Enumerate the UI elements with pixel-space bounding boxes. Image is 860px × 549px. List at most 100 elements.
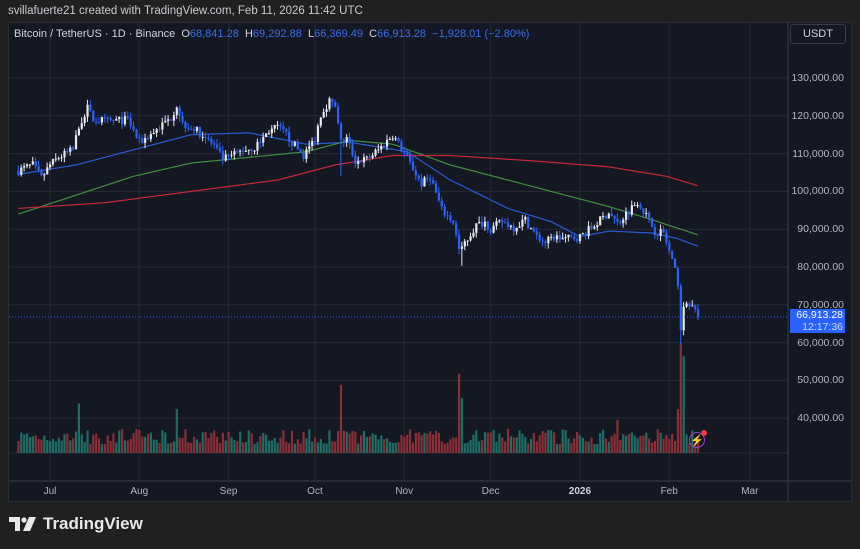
volume-bar	[83, 442, 86, 453]
candle-body	[547, 236, 550, 244]
volume-bar	[290, 430, 294, 453]
volume-bar	[187, 442, 190, 453]
candle-body	[460, 246, 464, 249]
candle-body	[256, 141, 259, 151]
volume-bar	[115, 442, 118, 453]
volume-bar	[596, 443, 599, 453]
candle-body	[164, 120, 167, 123]
volume-bar	[20, 432, 23, 453]
volume-bar	[337, 430, 340, 453]
candle-body	[630, 205, 633, 215]
volume-bar	[218, 442, 222, 453]
candle-body	[501, 220, 504, 223]
candle-body	[446, 215, 449, 217]
volume-bar	[325, 443, 328, 453]
volume-bar	[285, 441, 288, 453]
candle-body	[668, 242, 671, 251]
volume-bar	[305, 438, 308, 453]
candle-body	[167, 119, 170, 121]
volume-bar	[625, 435, 628, 453]
volume-bar	[121, 428, 124, 453]
volume-bar	[604, 438, 608, 453]
volume-bar	[97, 438, 101, 453]
candle-body	[112, 119, 115, 121]
lightning-icon[interactable]: ⚡	[689, 430, 707, 448]
tradingview-logo[interactable]: TradingView	[9, 514, 143, 534]
volume-bar	[322, 443, 325, 453]
candle-body	[584, 233, 587, 237]
price-tick: 60,000.00	[797, 336, 844, 349]
candle-body	[452, 220, 455, 224]
candle-body	[642, 208, 645, 214]
moving-average-green	[18, 139, 699, 236]
currency-button[interactable]: USDT	[790, 24, 846, 44]
high-value: 69,292.88	[252, 28, 302, 40]
volume-bar	[112, 433, 115, 453]
price-tick: 100,000.00	[791, 185, 844, 198]
candle-body	[342, 139, 345, 143]
volume-bar	[397, 442, 400, 453]
candle-body	[244, 150, 248, 152]
volume-bar	[627, 433, 631, 453]
candle-body	[688, 303, 691, 307]
volume-bar	[40, 439, 43, 453]
volume-bar	[109, 440, 112, 453]
volume-bar	[423, 432, 426, 453]
candle-body	[239, 150, 242, 152]
volume-bar	[106, 435, 109, 453]
candle-body	[481, 221, 484, 227]
candle-body	[676, 268, 680, 286]
candle-body	[109, 117, 112, 120]
symbol-title[interactable]: Bitcoin / TetherUS · 1D · Binance	[14, 28, 176, 40]
volume-bar	[642, 435, 645, 453]
volume-bar	[659, 432, 662, 453]
time-tick: Mar	[741, 486, 759, 497]
volume-bar	[380, 435, 383, 453]
volume-bar	[239, 431, 242, 453]
last-price-label: 66,913.28 12:17:36	[790, 309, 845, 333]
candle-body	[337, 107, 340, 124]
time-tick: Feb	[660, 486, 678, 497]
volume-bar	[645, 432, 648, 453]
candle-body	[443, 206, 446, 216]
candle-body	[509, 225, 512, 228]
price-tick: 90,000.00	[797, 223, 844, 236]
candle-body	[388, 138, 392, 140]
volume-bar	[155, 439, 158, 453]
volume-bar	[472, 434, 475, 453]
candle-body	[420, 178, 423, 187]
chart-panel[interactable]	[8, 22, 852, 502]
candle-body	[478, 221, 481, 224]
volume-bar	[34, 435, 37, 453]
volume-bar	[512, 437, 515, 453]
volume-bar	[210, 433, 213, 453]
volume-bar	[682, 356, 685, 453]
close-value: 66,913.28	[377, 28, 427, 40]
candle-body	[152, 133, 155, 135]
candle-body	[449, 215, 452, 221]
volume-bar	[233, 440, 236, 453]
volume-bar	[584, 441, 587, 453]
candle-body	[362, 157, 366, 163]
candle-body	[279, 124, 282, 127]
candle-body	[285, 129, 288, 132]
candle-body	[37, 165, 40, 171]
candle-body	[374, 149, 377, 156]
candle-body	[377, 149, 380, 151]
candle-body	[558, 235, 561, 240]
candle-body	[270, 128, 273, 134]
volume-bar	[288, 443, 291, 453]
volume-bar	[509, 436, 512, 453]
candle-body	[141, 138, 144, 143]
candle-body	[175, 107, 178, 116]
time-tick: 2026	[568, 486, 592, 497]
candle-body	[573, 236, 576, 240]
time-tick: Oct	[307, 486, 323, 497]
volume-bar	[311, 441, 314, 453]
volume-bar	[276, 442, 279, 453]
candle-body	[613, 215, 616, 219]
candle-body	[535, 231, 538, 235]
candle-body	[659, 229, 662, 236]
candle-body	[201, 136, 204, 138]
